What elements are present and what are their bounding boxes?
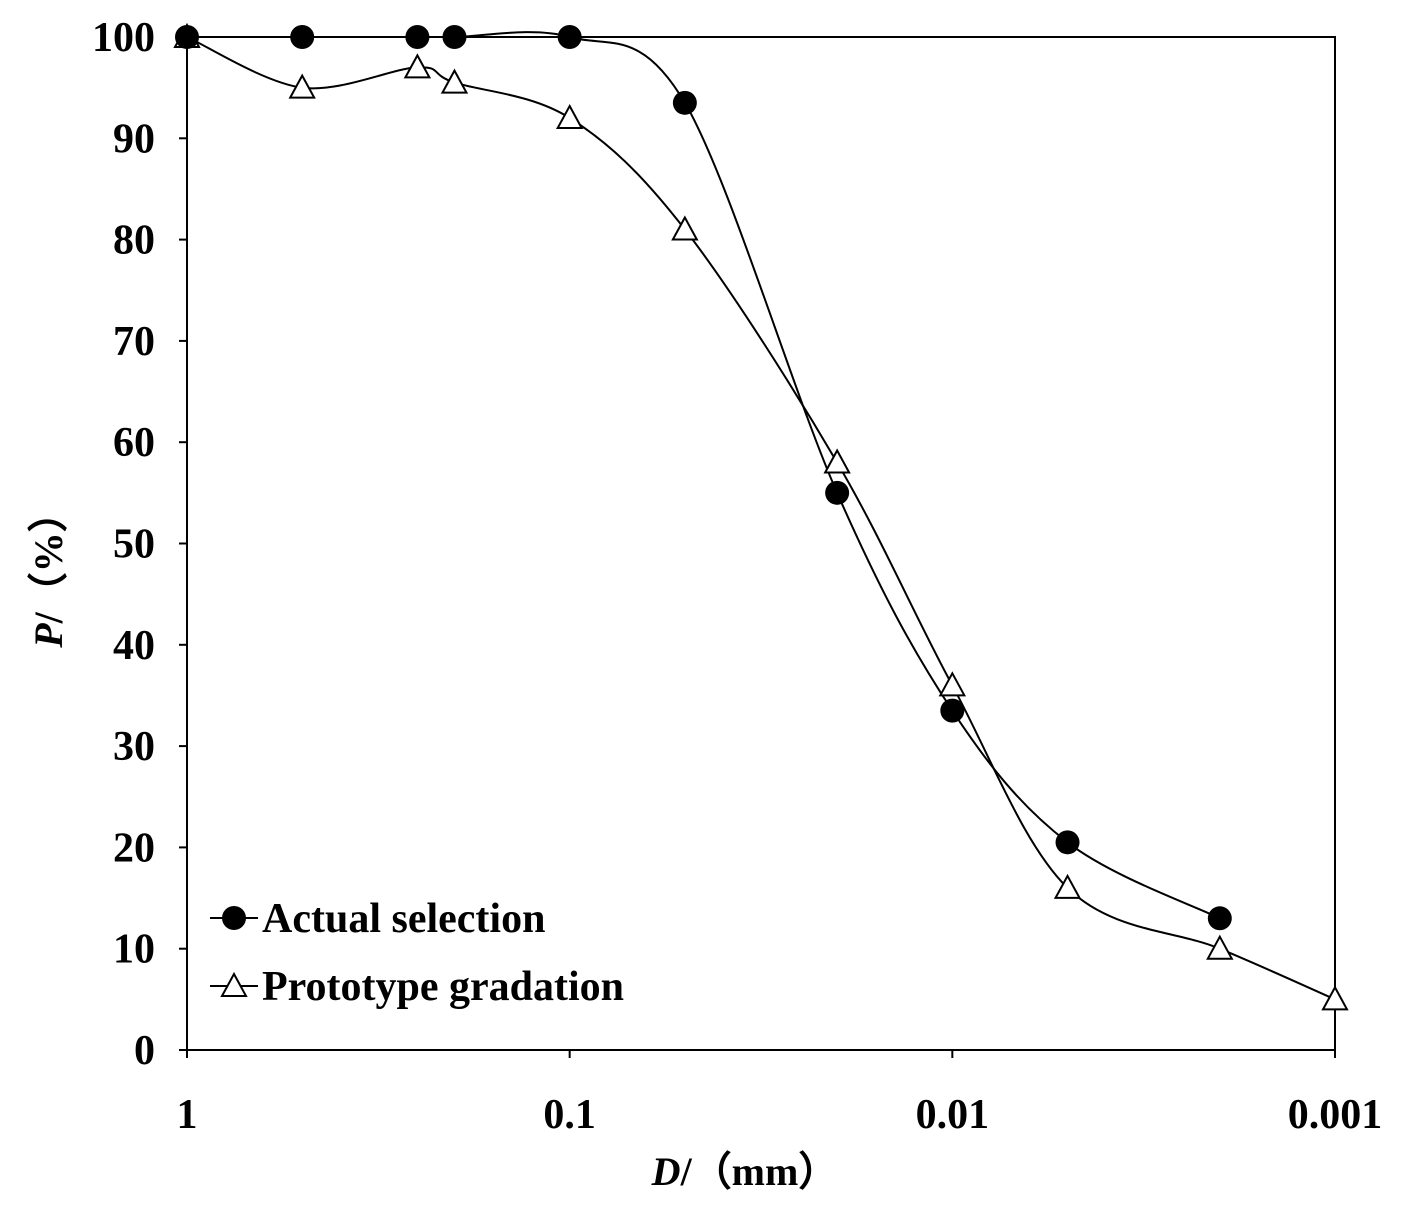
- legend-label-prototype-gradation: Prototype gradation: [262, 964, 624, 1010]
- legend-label-actual-selection: Actual selection: [262, 896, 545, 942]
- x-axis-title-variable: D: [651, 1149, 681, 1194]
- data-point-actual-selection: [175, 25, 199, 49]
- y-axis: 0 10 20 30 40 50 60 70 80 90 100: [92, 15, 187, 1074]
- data-point-actual-selection: [940, 698, 965, 723]
- series-line-actual-selection: [187, 31, 1221, 920]
- series-line-prototype-gradation: [186, 36, 1336, 1001]
- data-point-prototype-gradation: [555, 103, 584, 130]
- data-point-prototype-gradation: [440, 68, 469, 94]
- y-axis-title: P/（%）: [26, 492, 71, 649]
- x-axis: 1 0.1 0.01 0.001: [177, 1050, 1383, 1138]
- y-tick-label: 60: [113, 420, 155, 466]
- legend-item-prototype-gradation: Prototype gradation: [210, 964, 624, 1010]
- series-layer: [173, 22, 1349, 1011]
- y-tick-label: 100: [92, 15, 155, 61]
- y-tick-label: 40: [113, 623, 155, 669]
- data-point-prototype-gradation: [403, 53, 432, 79]
- legend: Actual selection Prototype gradation: [210, 896, 624, 1010]
- legend-marker-filled-circle: [222, 906, 246, 930]
- y-tick-label: 70: [113, 319, 155, 365]
- data-point-actual-selection: [672, 90, 697, 115]
- data-point-prototype-gradation: [1206, 934, 1234, 960]
- data-point-actual-selection: [1207, 906, 1232, 931]
- y-tick-label: 80: [113, 218, 155, 264]
- data-point-prototype-gradation: [938, 671, 967, 697]
- legend-marker-open-triangle: [220, 971, 248, 997]
- y-axis-title-unit: /（%）: [26, 492, 71, 624]
- data-point-actual-selection: [1055, 830, 1080, 855]
- data-point-prototype-gradation: [1321, 985, 1349, 1011]
- legend-item-actual-selection: Actual selection: [210, 896, 545, 942]
- x-tick-label: 0.001: [1288, 1092, 1383, 1138]
- y-axis-title-variable: P: [26, 623, 71, 649]
- x-tick-label: 0.1: [543, 1092, 596, 1138]
- x-tick-label: 1: [177, 1092, 198, 1138]
- data-point-prototype-gradation: [671, 215, 699, 241]
- y-tick-label: 50: [113, 522, 155, 568]
- data-point-prototype-gradation: [288, 73, 316, 99]
- y-tick-label: 30: [113, 724, 155, 770]
- data-point-prototype-gradation: [1053, 873, 1082, 899]
- data-point-actual-selection: [557, 25, 582, 49]
- data-point-actual-selection: [290, 25, 315, 49]
- data-point-actual-selection: [405, 25, 430, 49]
- data-point-actual-selection: [825, 480, 850, 505]
- x-axis-title-unit: /（mm）: [680, 1149, 839, 1194]
- y-tick-label: 20: [113, 825, 155, 871]
- data-point-actual-selection: [442, 25, 467, 49]
- x-axis-title: D/（mm）: [651, 1149, 839, 1194]
- y-tick-label: 10: [113, 927, 155, 973]
- x-tick-label: 0.01: [916, 1092, 990, 1138]
- data-point-prototype-gradation: [823, 448, 851, 474]
- y-tick-label: 0: [134, 1028, 155, 1074]
- y-tick-label: 90: [113, 116, 155, 162]
